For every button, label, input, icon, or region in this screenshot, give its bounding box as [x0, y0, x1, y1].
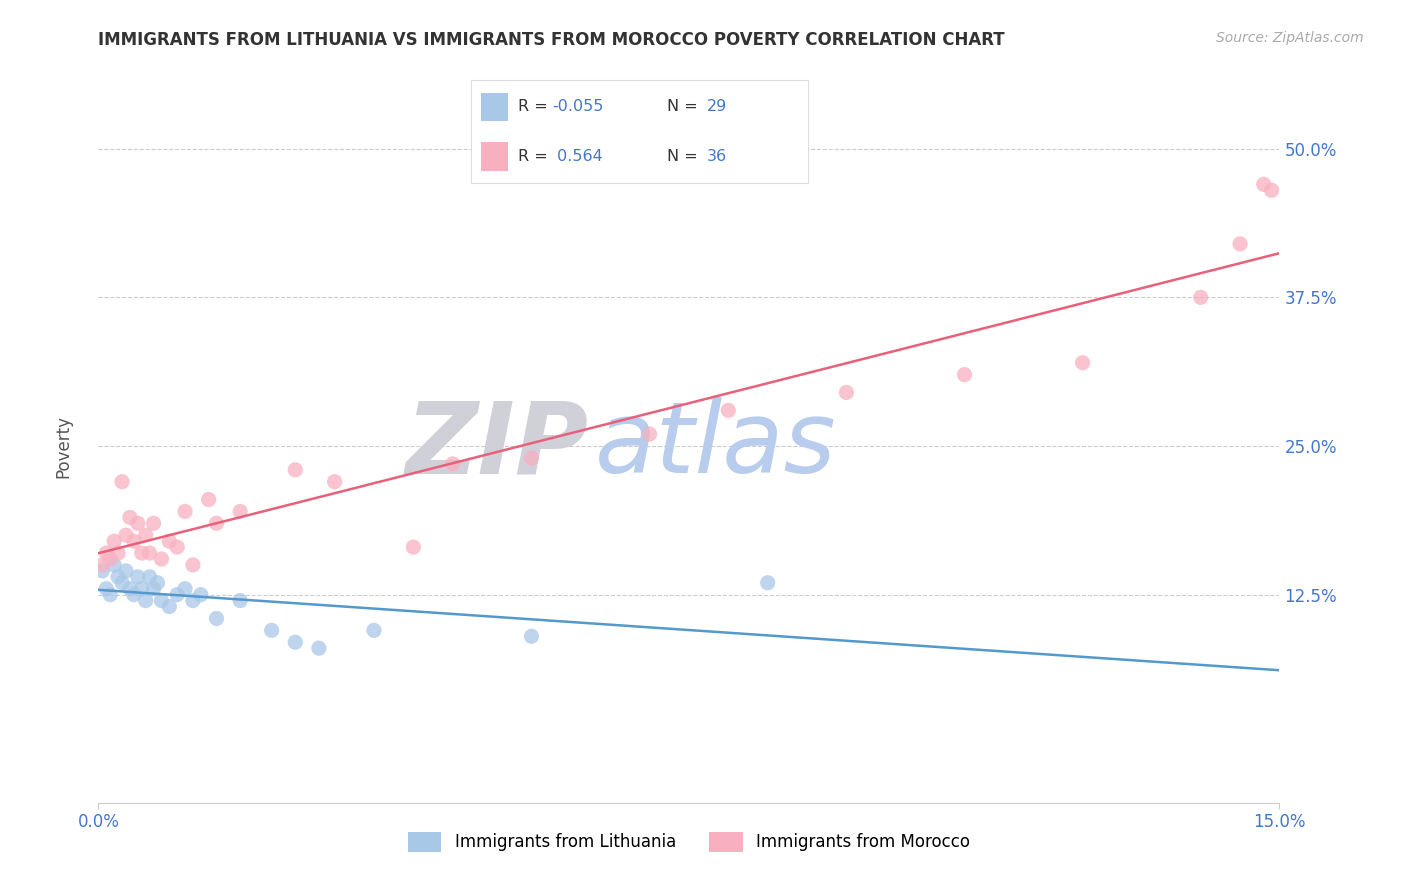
Point — [142, 516, 165, 531]
Point — [96, 582, 118, 596]
Text: Poverty: Poverty — [55, 415, 72, 477]
Point — [205, 611, 228, 625]
Point — [135, 593, 157, 607]
Point — [260, 624, 283, 638]
Point — [284, 635, 307, 649]
Point — [103, 534, 125, 549]
Text: atlas: atlas — [595, 398, 837, 494]
Point — [1260, 183, 1282, 197]
Point — [111, 475, 134, 489]
Text: 36: 36 — [707, 149, 727, 164]
Point — [363, 624, 385, 638]
Text: -0.055: -0.055 — [553, 99, 603, 114]
Point — [520, 450, 543, 465]
Point — [402, 540, 425, 554]
Point — [107, 546, 129, 560]
Point — [323, 475, 346, 489]
Point — [166, 540, 188, 554]
Point — [229, 504, 252, 518]
Point — [127, 570, 149, 584]
Text: R =: R = — [519, 149, 553, 164]
Point — [103, 558, 125, 572]
Point — [229, 593, 252, 607]
Point — [1071, 356, 1094, 370]
Text: R =: R = — [519, 99, 553, 114]
Text: ZIP: ZIP — [405, 398, 589, 494]
Point — [520, 629, 543, 643]
Text: IMMIGRANTS FROM LITHUANIA VS IMMIGRANTS FROM MOROCCO POVERTY CORRELATION CHART: IMMIGRANTS FROM LITHUANIA VS IMMIGRANTS … — [98, 31, 1005, 49]
Point — [115, 528, 138, 542]
Point — [174, 504, 197, 518]
Point — [1229, 236, 1251, 251]
Point — [953, 368, 976, 382]
Point — [197, 492, 219, 507]
Point — [308, 641, 330, 656]
Point — [91, 558, 114, 572]
Point — [131, 582, 153, 596]
Point — [284, 463, 307, 477]
Point — [157, 599, 180, 614]
Point — [441, 457, 464, 471]
Bar — [481, 93, 508, 121]
Point — [190, 588, 212, 602]
Point — [146, 575, 169, 590]
Point — [131, 546, 153, 560]
Point — [157, 534, 180, 549]
Point — [1253, 178, 1275, 192]
Point — [174, 582, 197, 596]
Point — [111, 575, 134, 590]
Text: N =: N = — [666, 99, 703, 114]
Point — [150, 552, 173, 566]
Point — [115, 564, 138, 578]
Point — [1189, 290, 1212, 304]
Point — [756, 575, 779, 590]
Point — [150, 593, 173, 607]
Point — [127, 516, 149, 531]
Point — [166, 588, 188, 602]
Point — [181, 593, 204, 607]
Text: Source: ZipAtlas.com: Source: ZipAtlas.com — [1216, 31, 1364, 45]
Point — [205, 516, 228, 531]
Point — [122, 534, 145, 549]
Text: N =: N = — [666, 149, 703, 164]
Text: 29: 29 — [707, 99, 727, 114]
Point — [122, 588, 145, 602]
Point — [107, 570, 129, 584]
Point — [835, 385, 858, 400]
Point — [638, 427, 661, 442]
Legend: Immigrants from Lithuania, Immigrants from Morocco: Immigrants from Lithuania, Immigrants fr… — [401, 825, 977, 859]
Point — [118, 582, 141, 596]
Point — [98, 552, 121, 566]
Point — [135, 528, 157, 542]
Point — [138, 546, 160, 560]
Point — [138, 570, 160, 584]
Point — [96, 546, 118, 560]
Point — [181, 558, 204, 572]
Point — [98, 588, 121, 602]
Point — [91, 564, 114, 578]
Bar — [481, 142, 508, 170]
Point — [142, 582, 165, 596]
Point — [717, 403, 740, 417]
Text: 0.564: 0.564 — [553, 149, 603, 164]
Point — [118, 510, 141, 524]
